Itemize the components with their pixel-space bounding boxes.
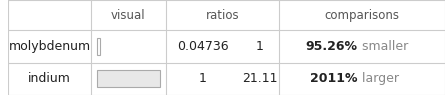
Text: visual: visual (111, 9, 146, 22)
Text: molybdenum: molybdenum (9, 40, 91, 53)
Text: comparisons: comparisons (324, 9, 400, 22)
Text: 21.11: 21.11 (242, 72, 277, 85)
Bar (97, 38, 100, 55)
Text: ratios: ratios (206, 9, 239, 22)
Text: 95.26%: 95.26% (306, 40, 358, 53)
Text: 1: 1 (255, 40, 263, 53)
Text: larger: larger (358, 72, 399, 85)
Text: 0.04736: 0.04736 (177, 40, 228, 53)
Text: 1: 1 (199, 72, 206, 85)
Text: indium: indium (28, 72, 71, 85)
Text: smaller: smaller (358, 40, 408, 53)
Bar (97, 70, 160, 87)
Text: 2011%: 2011% (310, 72, 358, 85)
